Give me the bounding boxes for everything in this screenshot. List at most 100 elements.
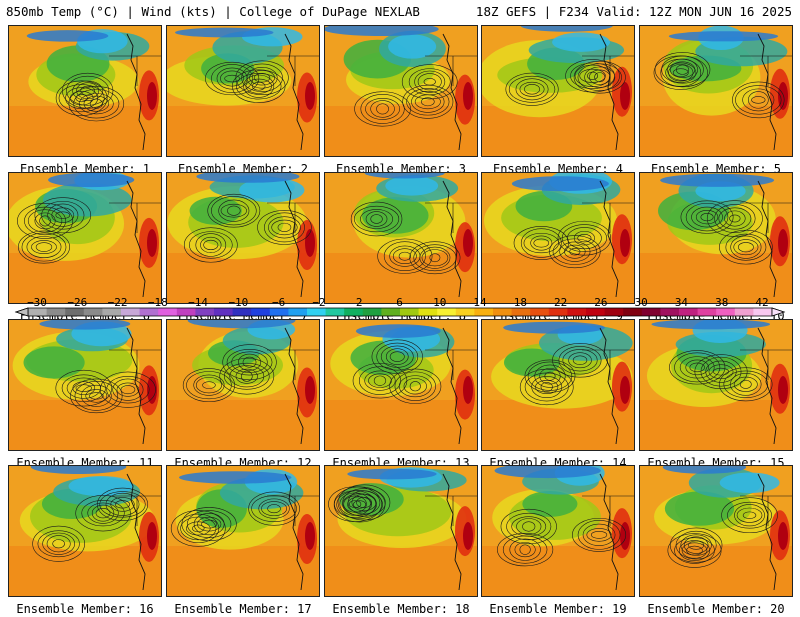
temperature-map: [640, 320, 792, 450]
ensemble-panel[interactable]: [639, 172, 793, 304]
colorbar-tick-label: −18: [147, 296, 168, 309]
colorbar-segment: [362, 308, 382, 316]
colorbar-segment: [474, 308, 494, 316]
colorbar-segment: [586, 308, 606, 316]
temperature-colorbar: [14, 307, 786, 317]
colorbar-segment: [716, 308, 736, 316]
temperature-map: [640, 26, 792, 156]
colorbar-tick-label: −26: [67, 296, 88, 309]
ensemble-panel[interactable]: [481, 172, 635, 304]
temperature-map: [9, 466, 161, 596]
colorbar-segment: [697, 308, 717, 316]
colorbar-tick-label: 10: [433, 296, 447, 309]
ensemble-panel[interactable]: [481, 465, 635, 597]
ensemble-panel[interactable]: [324, 319, 478, 451]
colorbar-left-arrow: [14, 307, 29, 317]
colorbar-segment: [102, 308, 122, 316]
colorbar-right-arrow: [771, 307, 786, 317]
ensemble-panel[interactable]: [166, 319, 320, 451]
colorbar-segment: [46, 308, 66, 316]
colorbar-tick-label: −30: [27, 296, 47, 309]
colorbar-tick-label: 2: [355, 296, 363, 309]
colorbar-segment: [753, 308, 773, 316]
temperature-map: [325, 466, 477, 596]
colorbar-segment: [28, 308, 48, 316]
colorbar-segment: [660, 308, 680, 316]
colorbar-segment: [195, 308, 215, 316]
colorbar-tick-label: −6: [272, 296, 286, 309]
colorbar-segment: [493, 308, 513, 316]
colorbar-segment: [83, 308, 103, 316]
temperature-map: [167, 26, 319, 156]
colorbar-segment: [288, 308, 308, 316]
colorbar-tick-label: −14: [188, 296, 209, 309]
colorbar-segment: [269, 308, 289, 316]
ensemble-panel[interactable]: [481, 319, 635, 451]
panel-caption: Ensemble Member: 17: [174, 602, 312, 616]
ensemble-panel[interactable]: [481, 25, 635, 157]
temperature-map: [9, 173, 161, 303]
ensemble-panel[interactable]: [324, 25, 478, 157]
ensemble-panel[interactable]: [639, 319, 793, 451]
colorbar-segment: [176, 308, 196, 316]
colorbar-segment: [381, 308, 401, 316]
ensemble-panel[interactable]: [166, 465, 320, 597]
colorbar-segment: [400, 308, 420, 316]
temperature-map: [482, 173, 634, 303]
ensemble-panel[interactable]: [8, 172, 162, 304]
colorbar-segment: [604, 308, 624, 316]
colorbar-tick-label: −2: [312, 296, 326, 309]
panel-caption: Ensemble Member: 20: [647, 602, 785, 616]
panel-caption: Ensemble Member: 16: [16, 602, 154, 616]
colorbar-segment: [214, 308, 234, 316]
temperature-map: [482, 466, 634, 596]
ensemble-panel[interactable]: [8, 319, 162, 451]
colorbar-tick-label: 14: [473, 296, 487, 309]
temperature-map: [167, 466, 319, 596]
colorbar-tick-label: 6: [396, 296, 403, 309]
ensemble-panel[interactable]: [639, 465, 793, 597]
colorbar-tick-label: 30: [634, 296, 648, 309]
colorbar-segment: [641, 308, 661, 316]
colorbar-segment: [121, 308, 141, 316]
ensemble-panel[interactable]: [324, 465, 478, 597]
ensemble-panel[interactable]: [166, 25, 320, 157]
colorbar-tick-label: 34: [674, 296, 689, 309]
colorbar-segment: [530, 308, 550, 316]
temperature-map: [482, 320, 634, 450]
colorbar-tick-label: 22: [553, 296, 568, 309]
colorbar-segment: [734, 308, 754, 316]
temperature-map: [325, 173, 477, 303]
colorbar-segment: [548, 308, 568, 316]
panel-caption: Ensemble Member: 18: [332, 602, 470, 616]
colorbar-segment: [344, 308, 364, 316]
header-title: 850mb Temp (°C) | Wind (kts) | College o…: [6, 4, 420, 19]
temperature-map: [640, 466, 792, 596]
colorbar-segment: [158, 308, 178, 316]
temperature-map: [9, 26, 161, 156]
colorbar-segment: [511, 308, 531, 316]
colorbar-segment: [567, 308, 587, 316]
colorbar-segment: [455, 308, 475, 316]
ensemble-panel[interactable]: [324, 172, 478, 304]
colorbar-segment: [623, 308, 643, 316]
ensemble-panel[interactable]: [639, 25, 793, 157]
temperature-map: [167, 173, 319, 303]
colorbar-segment: [679, 308, 699, 316]
ensemble-panel[interactable]: [166, 172, 320, 304]
colorbar-segment: [418, 308, 438, 316]
colorbar-segment: [307, 308, 327, 316]
panel-caption: Ensemble Member: 19: [489, 602, 627, 616]
header-run-info: 18Z GEFS | F234 Valid: 12Z MON JUN 16 20…: [475, 4, 792, 19]
colorbar-tick-label: −10: [228, 296, 249, 309]
colorbar-tick-label: 18: [513, 296, 527, 309]
colorbar-tick-label: −22: [107, 296, 128, 309]
temperature-map: [482, 26, 634, 156]
temperature-map: [325, 26, 477, 156]
temperature-map: [640, 173, 792, 303]
colorbar-segment: [65, 308, 85, 316]
temperature-map: [167, 320, 319, 450]
ensemble-panel[interactable]: [8, 25, 162, 157]
ensemble-panel[interactable]: [8, 465, 162, 597]
colorbar-segment: [232, 308, 252, 316]
